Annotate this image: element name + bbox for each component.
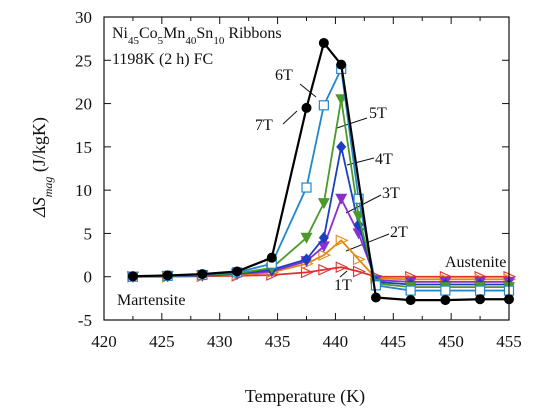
data-point bbox=[318, 231, 329, 244]
data-point bbox=[317, 241, 330, 253]
y-tick-label: 30 bbox=[75, 8, 92, 27]
data-point bbox=[318, 100, 329, 111]
data-point bbox=[300, 232, 313, 244]
x-axis-label: Temperature (K) bbox=[245, 386, 365, 407]
series-label-leader bbox=[336, 117, 368, 129]
data-point bbox=[353, 253, 366, 266]
data-point bbox=[197, 269, 208, 280]
y-tick-label: 20 bbox=[75, 95, 92, 114]
series-label-leader bbox=[345, 194, 382, 214]
data-point bbox=[318, 249, 332, 261]
series-label-6T: 6T bbox=[275, 67, 293, 84]
data-point bbox=[335, 193, 348, 205]
data-point bbox=[335, 234, 349, 247]
y-label-sub: mag bbox=[41, 177, 55, 198]
data-point bbox=[266, 252, 277, 263]
data-point bbox=[336, 59, 347, 70]
data-point bbox=[318, 263, 332, 276]
y-tick-label: 25 bbox=[75, 51, 92, 70]
data-point bbox=[318, 37, 329, 48]
data-point bbox=[370, 292, 381, 303]
data-point bbox=[301, 253, 312, 266]
data-point bbox=[127, 271, 138, 282]
y-tick-label: 15 bbox=[75, 138, 92, 157]
y-tick-label: -5 bbox=[78, 311, 92, 330]
x-tick-label: 450 bbox=[438, 332, 464, 351]
series-label-4T: 4T bbox=[375, 151, 393, 168]
x-tick-label: 440 bbox=[323, 332, 349, 351]
data-point bbox=[440, 295, 451, 306]
y-tick-label: 10 bbox=[75, 181, 92, 200]
data-point bbox=[440, 285, 451, 296]
y-label-unit: (J/kgK) bbox=[29, 117, 50, 177]
title-ribbons: Ribbons bbox=[224, 25, 281, 42]
x-tick-label: 425 bbox=[149, 332, 175, 351]
data-point bbox=[317, 198, 330, 210]
tick-layer: 420 425 430 435 440 445 450 455-50510152025301T… bbox=[75, 8, 522, 351]
y-axis-label: ΔSmag (J/kgK) bbox=[29, 117, 55, 218]
data-point bbox=[301, 182, 312, 193]
chart-title-line1: Ni45Co5Mn40Sn10 Ribbons bbox=[112, 25, 282, 47]
data-point bbox=[405, 285, 416, 296]
title-sn: Sn bbox=[196, 25, 213, 42]
title-ni-sub: 45 bbox=[128, 35, 140, 47]
data-point bbox=[336, 140, 347, 153]
data-point bbox=[301, 102, 312, 113]
series-label-leader bbox=[299, 83, 317, 98]
y-tick-label: 5 bbox=[84, 224, 93, 243]
data-point bbox=[474, 285, 486, 296]
series-label-5T: 5T bbox=[369, 105, 387, 122]
data-point bbox=[475, 294, 486, 305]
data-point bbox=[405, 295, 416, 306]
series-layer bbox=[126, 37, 517, 306]
x-tick-label: 430 bbox=[207, 332, 233, 351]
series-label-1T: 1T bbox=[334, 277, 352, 294]
data-point bbox=[370, 280, 382, 291]
data-point bbox=[353, 193, 364, 204]
x-tick-label: 445 bbox=[381, 332, 407, 351]
title-co: Co bbox=[139, 25, 158, 42]
series-label-2T: 2T bbox=[390, 224, 408, 241]
data-point bbox=[335, 261, 349, 274]
chart-title-line2: 1198K (2 h) FC bbox=[112, 51, 213, 68]
x-tick-label: 435 bbox=[265, 332, 291, 351]
y-tick-label: 0 bbox=[84, 268, 93, 287]
data-point bbox=[162, 270, 173, 281]
data-point bbox=[353, 265, 366, 278]
x-tick-label: 420 bbox=[91, 332, 117, 351]
title-sn-sub: 10 bbox=[213, 35, 225, 47]
data-point bbox=[300, 266, 314, 279]
x-tick-label: 455 bbox=[496, 332, 522, 351]
series-7T bbox=[127, 37, 514, 306]
data-point bbox=[232, 266, 243, 277]
series-label-7T: 7T bbox=[255, 117, 273, 134]
title-mn: Mn bbox=[163, 25, 185, 42]
series-label-leader bbox=[339, 270, 348, 278]
title-co-sub: 5 bbox=[158, 35, 164, 47]
plot-frame bbox=[103, 16, 510, 321]
title-mn-sub: 40 bbox=[185, 35, 197, 47]
martensite-label: Martensite bbox=[117, 292, 185, 309]
series-label-leader bbox=[282, 110, 298, 125]
title-ni: Ni bbox=[112, 25, 129, 42]
series-label-3T: 3T bbox=[382, 185, 400, 202]
y-label-delta: ΔS bbox=[29, 197, 49, 218]
austenite-label: Austenite bbox=[445, 254, 506, 271]
